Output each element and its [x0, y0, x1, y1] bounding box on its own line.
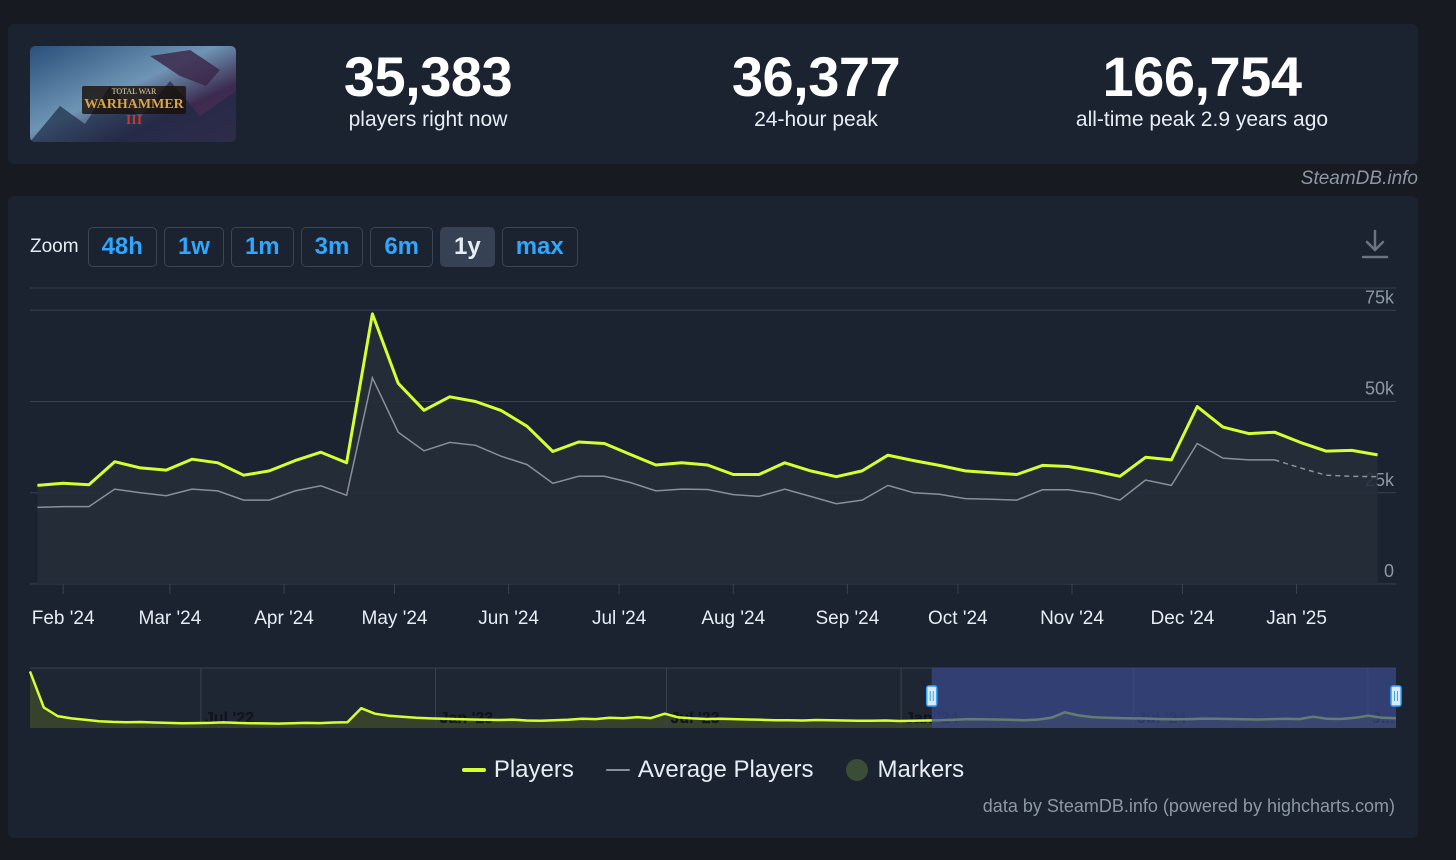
x-tick-label: May '24 [362, 608, 428, 629]
highcharts-credit[interactable]: data by SteamDB.info (powered by highcha… [982, 796, 1395, 816]
stat-current-players: 35,383 players right now [248, 46, 608, 132]
x-tick-label: Mar '24 [139, 608, 202, 629]
stat-value: 35,383 [343, 45, 513, 108]
x-tick-label: Feb '24 [32, 608, 95, 629]
navigator-selected-range [931, 668, 1396, 728]
game-banner-image[interactable]: TOTAL WAR WARHAMMER III [30, 46, 236, 142]
banner-line2: WARHAMMER [84, 97, 184, 112]
chart-panel: 0 25k 50k 75k Feb '24 Mar '24 Apr '24 May '24 Ju… [8, 196, 1418, 838]
zoom-button-48h[interactable]: 48h [87, 227, 157, 267]
stat-label: all-time peak 2.9 years ago [1075, 108, 1329, 131]
stat-label: players right now [348, 108, 508, 131]
zoom-label: Zoom [30, 236, 79, 257]
navigator-handle-body [1390, 685, 1402, 707]
stat-label: 24-hour peak [754, 108, 878, 131]
download-icon[interactable] [1360, 228, 1390, 260]
legend-label: Average Players [637, 756, 814, 783]
banner-line1: TOTAL WAR [112, 87, 157, 96]
navigator-area [30, 671, 1396, 728]
zoom-button-1w[interactable]: 1w [163, 227, 224, 267]
navigator-handle-right[interactable] [1390, 685, 1402, 707]
legend-item-markers[interactable]: Markers [845, 756, 965, 784]
zoom-controls: Zoom 48h 1w 1m 3m 6m 1y max [30, 226, 585, 268]
legend-label: Players [493, 756, 574, 783]
banner-numeral: III [126, 113, 142, 128]
x-tick-label: Apr '24 [254, 608, 314, 629]
zoom-button-max[interactable]: max [501, 227, 578, 267]
x-tick-label: Sep '24 [815, 608, 879, 629]
zoom-button-3m[interactable]: 3m [300, 227, 364, 267]
x-tick-label: Jul '24 [592, 608, 647, 629]
stat-24h-peak: 36,377 24-hour peak [636, 46, 996, 132]
legend-item-average-players[interactable]: Average Players [605, 756, 814, 784]
navigator-handle-body [925, 685, 938, 707]
stat-all-time-peak: 166,754 all-time peak 2.9 years ago [1022, 46, 1382, 132]
x-tick-label: Aug '24 [701, 608, 765, 629]
legend-swatch [845, 759, 868, 781]
series-line-players [37, 312, 1378, 487]
y-tick-label: 75k [1365, 287, 1395, 307]
legend-label: Markers [877, 756, 965, 783]
steamdb-credit-link[interactable]: SteamDB.info [1300, 168, 1418, 189]
players-area-fill [37, 313, 1378, 584]
chart-legend: Players Average Players Markers [8, 756, 1418, 784]
navigator-tick-label: Jul '22 [205, 710, 254, 727]
stats-panel: TOTAL WAR WARHAMMER III 35,383 players r… [8, 24, 1418, 164]
zoom-button-1m[interactable]: 1m [230, 227, 294, 267]
series-line-average-players [37, 375, 1275, 509]
zoom-button-1y[interactable]: 1y [440, 227, 495, 267]
legend-swatch [605, 769, 630, 771]
x-tick-label: Jun '24 [478, 608, 539, 629]
series-line-average-players-projected [1274, 459, 1378, 478]
stat-value: 166,754 [1102, 45, 1302, 108]
x-tick-label: Jan '25 [1266, 608, 1327, 629]
zoom-button-6m[interactable]: 6m [370, 227, 434, 267]
y-tick-label: 0 [1384, 561, 1394, 581]
legend-item-players[interactable]: Players [461, 756, 574, 784]
x-tick-label: Dec '24 [1151, 608, 1215, 629]
legend-swatch [461, 768, 486, 772]
navigator-handle-left[interactable] [925, 685, 938, 707]
x-tick-label: Oct '24 [928, 608, 988, 629]
x-tick-label: Nov '24 [1040, 608, 1104, 629]
y-tick-label: 50k [1365, 379, 1395, 399]
stat-value: 36,377 [731, 45, 901, 108]
